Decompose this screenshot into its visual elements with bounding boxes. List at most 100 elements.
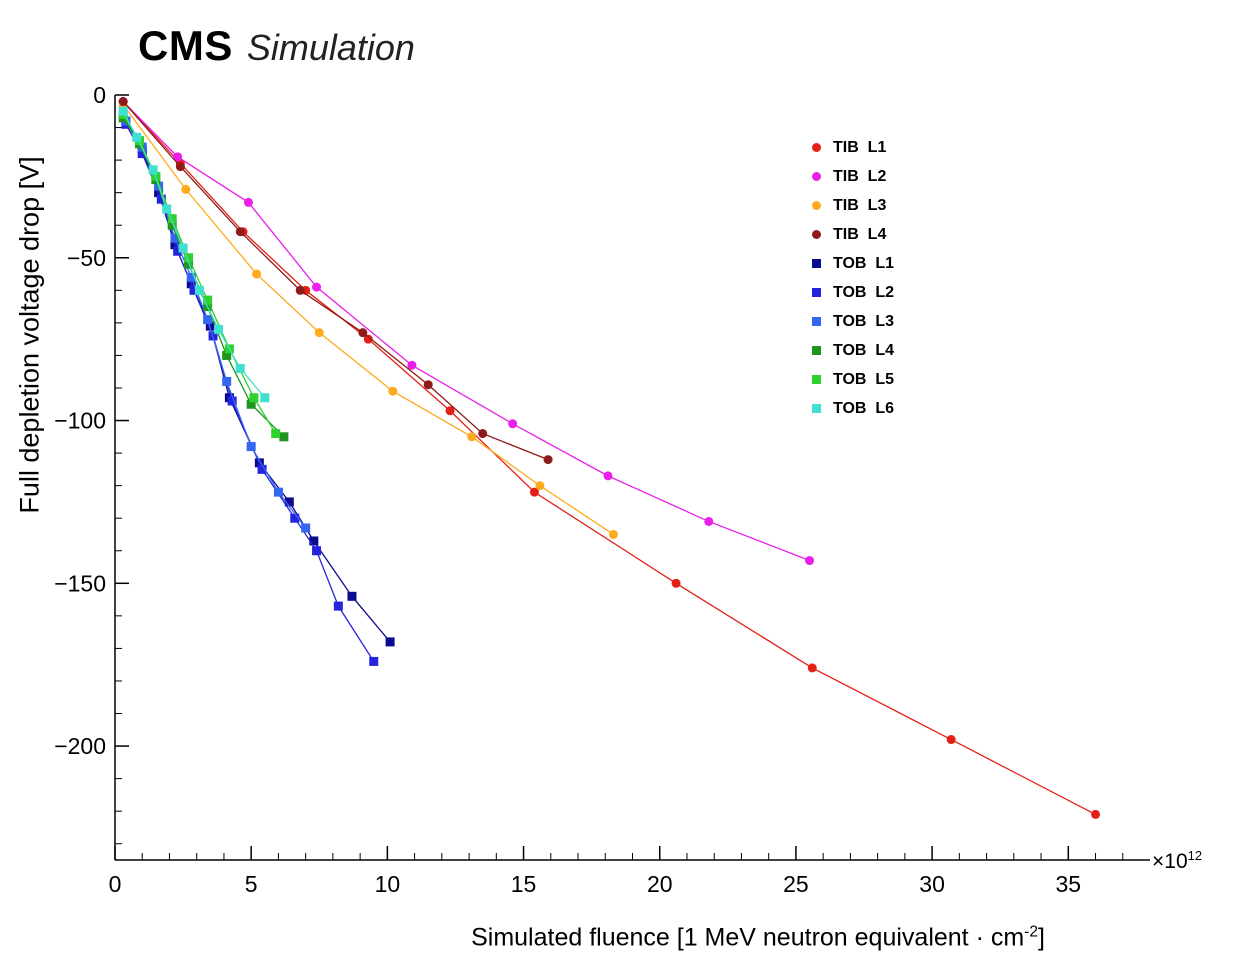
legend-marker-icon <box>812 143 821 152</box>
data-point <box>194 285 204 295</box>
data-point <box>309 536 319 546</box>
data-point <box>222 350 232 360</box>
legend-item: TOB L6 <box>812 394 894 423</box>
data-point <box>363 334 373 344</box>
data-point <box>333 601 343 611</box>
data-point <box>257 464 267 474</box>
data-point <box>508 419 518 429</box>
x-tick-label: 35 <box>1055 871 1081 897</box>
data-point <box>243 197 253 207</box>
data-point <box>167 220 177 230</box>
data-point <box>467 432 477 442</box>
data-point <box>543 455 553 465</box>
plot-title: CMS Simulation <box>138 22 415 70</box>
data-point <box>369 656 379 666</box>
data-point <box>295 285 305 295</box>
data-point <box>608 529 618 539</box>
data-point <box>445 406 455 416</box>
data-point <box>203 315 213 325</box>
x-tick-label: 10 <box>375 871 401 897</box>
x-tick-label: 30 <box>919 871 945 897</box>
legend-item: TIB L3 <box>812 191 894 220</box>
series-line-TIB-L4 <box>122 101 549 461</box>
x-axis-label-close: ] <box>1037 923 1045 952</box>
data-point <box>132 132 142 142</box>
data-point <box>529 487 539 497</box>
data-point <box>603 471 613 481</box>
x-tick-label: 20 <box>647 871 673 897</box>
legend-marker-icon <box>812 404 821 413</box>
legend-label: TIB L3 <box>833 196 887 214</box>
legend-item: TOB L3 <box>812 307 894 336</box>
data-point <box>385 637 395 647</box>
legend-item: TIB L4 <box>812 220 894 249</box>
x-tick-label: 0 <box>109 871 122 897</box>
data-point <box>478 429 488 439</box>
y-tick-label: −50 <box>67 245 106 271</box>
data-point <box>284 497 294 507</box>
x-axis-exponent: ×1012 <box>1152 848 1202 874</box>
legend-label: TOB L3 <box>833 312 895 330</box>
data-point <box>946 735 956 745</box>
data-point <box>162 204 172 214</box>
experiment-name: CMS <box>138 22 233 69</box>
data-point <box>118 106 128 116</box>
legend-label: TIB L1 <box>833 138 887 156</box>
data-point <box>314 328 324 338</box>
data-point <box>358 328 368 338</box>
data-point <box>227 396 237 406</box>
legend-item: TIB L2 <box>812 162 894 191</box>
data-point <box>807 663 817 673</box>
legend-label: TOB L2 <box>833 283 895 301</box>
series-line-TIB-L1 <box>122 101 1096 816</box>
legend-marker-icon <box>812 259 821 268</box>
data-point <box>260 393 270 403</box>
x-axis-exponent-power: 12 <box>1187 848 1203 863</box>
data-point <box>301 523 311 533</box>
data-point <box>173 152 183 162</box>
legend-label: TOB L4 <box>833 341 895 359</box>
data-point <box>189 285 199 295</box>
data-point <box>184 253 194 263</box>
x-axis-exponent-base: ×10 <box>1152 850 1188 873</box>
legend-label: TOB L6 <box>833 399 895 417</box>
data-point <box>205 321 215 331</box>
data-point <box>279 432 289 442</box>
data-point <box>271 429 281 439</box>
data-point <box>252 269 262 279</box>
legend-marker-icon <box>812 230 821 239</box>
data-point <box>173 246 183 256</box>
title-label: Simulation <box>246 27 415 68</box>
data-point <box>181 184 191 194</box>
legend-label: TOB L1 <box>833 254 895 272</box>
legend-label: TIB L4 <box>833 225 887 243</box>
data-point <box>235 363 245 373</box>
data-point <box>423 380 433 390</box>
series-line-TIB-L3 <box>122 104 614 536</box>
legend-marker-icon <box>812 375 821 384</box>
data-point <box>175 162 185 172</box>
legend-item: TOB L1 <box>812 249 894 278</box>
x-axis-label-text: Simulated fluence [1 MeV neutron equival… <box>471 923 1025 952</box>
legend-label: TIB L2 <box>833 167 887 185</box>
data-point <box>273 487 283 497</box>
legend: TIB L1 TIB L2 TIB L3 TIB L4 TOB L1 TOB L2 TOB … <box>812 133 894 423</box>
legend-marker-icon <box>812 346 821 355</box>
data-point <box>388 386 398 396</box>
legend-marker-icon <box>812 172 821 181</box>
x-axis-label-superscript: -2 <box>1024 923 1038 941</box>
x-tick-label: 5 <box>245 871 258 897</box>
y-tick-label: −200 <box>54 733 106 759</box>
data-point <box>186 272 196 282</box>
data-point <box>312 546 322 556</box>
data-point <box>347 591 357 601</box>
legend-marker-icon <box>812 288 821 297</box>
data-point <box>156 194 166 204</box>
data-point <box>214 324 223 334</box>
data-point <box>290 513 300 523</box>
data-point <box>118 97 128 107</box>
data-point <box>805 556 815 566</box>
legend-item: TOB L2 <box>812 278 894 307</box>
